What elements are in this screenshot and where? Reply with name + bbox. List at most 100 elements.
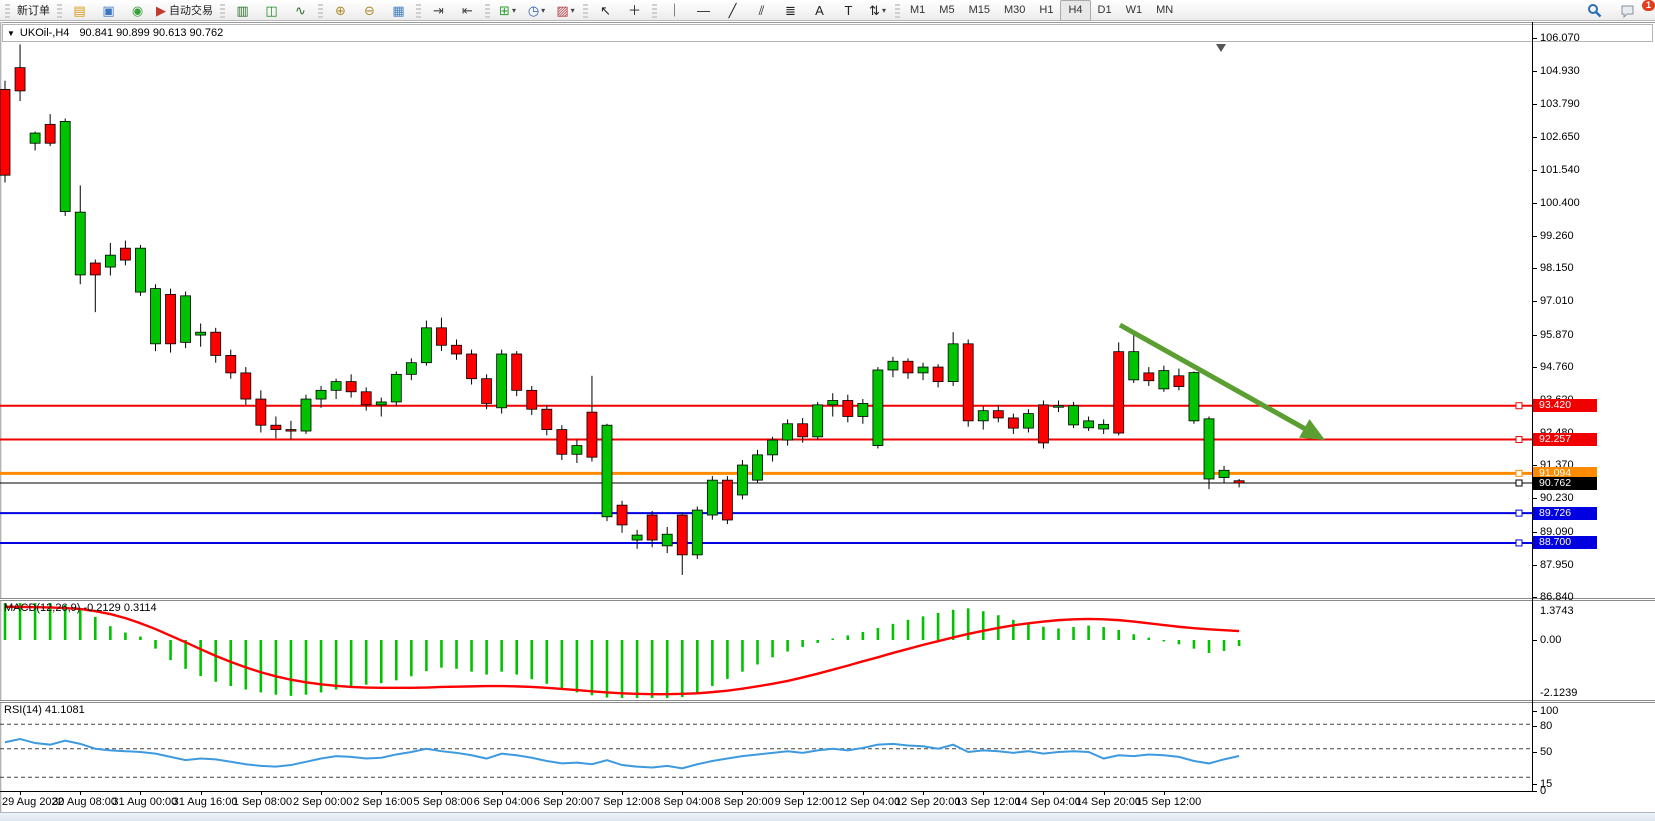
time-tick bbox=[742, 791, 744, 795]
tile-windows-button[interactable]: ▦ bbox=[384, 0, 413, 21]
time-axis-label: 7 Sep 12:00 bbox=[594, 796, 654, 808]
trendline-button[interactable]: ╱ bbox=[718, 0, 747, 21]
text-button[interactable]: A bbox=[805, 0, 834, 21]
timeframe-h4-button[interactable]: H4 bbox=[1060, 0, 1091, 21]
time-tick bbox=[622, 791, 623, 795]
timeframe-d1-button[interactable]: D1 bbox=[1097, 4, 1112, 16]
bar-chart-icon: ▥ bbox=[236, 2, 249, 18]
price-tick-label: 102.650 bbox=[1540, 131, 1580, 144]
candle-body bbox=[29, 132, 41, 144]
periods-clock-button[interactable]: ◷ ▾ bbox=[522, 0, 551, 21]
time-axis-border bbox=[0, 791, 1533, 792]
chart-symbol-bar: ▼ UKOil-,H4 90.841 90.899 90.613 90.762 bbox=[2, 24, 1653, 42]
signals-button[interactable]: ◉ bbox=[123, 0, 152, 21]
text-label-button[interactable]: T bbox=[834, 0, 863, 21]
trend-arrow-head[interactable] bbox=[1299, 419, 1325, 440]
horizontal-line-button[interactable]: — bbox=[689, 0, 718, 21]
hline-handle[interactable] bbox=[1515, 479, 1523, 487]
time-tick bbox=[200, 791, 202, 795]
auto-trading-button[interactable]: ▶ 自动交易 bbox=[152, 0, 217, 21]
candlestick-chart bbox=[0, 44, 1532, 575]
time-tick bbox=[441, 791, 443, 795]
crosshair-icon: ＋ bbox=[627, 2, 641, 18]
timeframe-w1-button[interactable]: W1 bbox=[1125, 4, 1143, 16]
zoom-out-button[interactable]: ⊖ bbox=[355, 0, 384, 21]
axis-tick bbox=[1532, 465, 1537, 467]
candle-body bbox=[541, 408, 553, 430]
channel-button[interactable]: ⫽ bbox=[747, 0, 776, 21]
timeframe-mn-button[interactable]: MN bbox=[1156, 4, 1174, 16]
candle-body bbox=[601, 424, 613, 518]
rsi-splitter[interactable] bbox=[0, 700, 1655, 703]
trend-arrow-line[interactable] bbox=[1118, 322, 1315, 436]
new-template-icon: ⊞ bbox=[499, 2, 510, 18]
candle-body bbox=[691, 509, 703, 556]
macd-splitter[interactable] bbox=[0, 598, 1655, 601]
auto-scroll-button[interactable]: ⇥ bbox=[424, 0, 453, 21]
line-chart-button[interactable]: ∿ bbox=[286, 0, 315, 21]
macd-indicator-chart bbox=[3, 603, 1241, 698]
toolbar-separator bbox=[583, 2, 588, 18]
dropdown-caret-icon[interactable]: ▾ bbox=[511, 5, 516, 15]
terminal-panel-button[interactable]: ▣ bbox=[94, 0, 123, 21]
hline-handle[interactable] bbox=[1515, 436, 1523, 444]
charts-panel-button[interactable]: ▤ bbox=[65, 0, 94, 21]
dropdown-caret-icon[interactable]: ▾ bbox=[570, 5, 575, 15]
indicators-icon: ▨ bbox=[556, 2, 569, 18]
candle-body bbox=[345, 381, 357, 393]
candle-body bbox=[511, 353, 523, 391]
time-axis-label: 6 Sep 04:00 bbox=[473, 796, 533, 808]
zoom-in-button[interactable]: ⊕ bbox=[326, 0, 355, 21]
timeframe-buttons: M1 M5 M15 M30 H1 H4 D1 W1 MN bbox=[892, 0, 1180, 21]
time-axis-label: 8 Sep 20:00 bbox=[714, 796, 774, 808]
timeframe-m1-button[interactable]: M1 bbox=[910, 4, 926, 16]
crosshair-button[interactable]: ＋ bbox=[620, 0, 649, 21]
chart-shift-marker-icon[interactable] bbox=[1216, 44, 1226, 52]
auto-scroll-icon: ⇥ bbox=[433, 2, 444, 18]
new-template-button[interactable]: ⊞ ▾ bbox=[493, 0, 522, 21]
bar-chart-button[interactable]: ▥ bbox=[228, 0, 257, 21]
rsi-axis-label: 50 bbox=[1540, 746, 1553, 758]
toolbar: 新订单 ▤ ▣ ◉ ▶ 自动交易 ▥ ◫ ∿ ⊕ ⊖ ▦ ⇥ ⇤ ⊞ ▾ ◷ ▾ ▨ ▾ ↖ ＋｜ — ╱ ⫽ ≣ A T ⇅ ▾ M1… bbox=[0, 0, 1655, 21]
search-icon[interactable] bbox=[1587, 0, 1616, 21]
hline-handle[interactable] bbox=[1515, 509, 1523, 517]
timeframe-m15-button[interactable]: M15 bbox=[968, 4, 990, 16]
vertical-line-button[interactable]: ｜ bbox=[660, 0, 689, 21]
time-tick bbox=[983, 791, 985, 795]
chart-shift-button[interactable]: ⇤ bbox=[453, 0, 482, 21]
zoom-in-icon: ⊕ bbox=[335, 2, 346, 18]
notifications-icon[interactable]: 1 bbox=[1620, 0, 1655, 21]
indicators-button[interactable]: ▨ ▾ bbox=[551, 0, 580, 21]
dropdown-caret-icon[interactable]: ▾ bbox=[541, 5, 546, 15]
timeframe-h1-button[interactable]: H1 bbox=[1039, 4, 1054, 16]
hline-handle[interactable] bbox=[1515, 402, 1523, 410]
candle-body bbox=[496, 353, 508, 409]
candle-body bbox=[782, 423, 793, 441]
cursor-button[interactable]: ↖ bbox=[591, 0, 620, 21]
timeframe-m5-button[interactable]: M5 bbox=[939, 4, 955, 16]
candle-body bbox=[872, 369, 884, 446]
new-order-button[interactable]: 新订单 bbox=[17, 5, 50, 17]
candle-body bbox=[89, 262, 101, 276]
arrows-button[interactable]: ⇅ ▾ bbox=[863, 0, 892, 21]
price-tick-label: 101.540 bbox=[1540, 163, 1580, 176]
fibonacci-button[interactable]: ≣ bbox=[776, 0, 805, 21]
candle-body bbox=[857, 403, 869, 417]
candlestick-chart-button[interactable]: ◫ bbox=[257, 0, 286, 21]
time-axis-label: 5 Sep 08:00 bbox=[413, 796, 473, 808]
candle-body bbox=[797, 423, 809, 438]
one-click-trading-toggle-icon[interactable]: ▼ bbox=[7, 28, 15, 38]
candle-body bbox=[375, 401, 387, 406]
price-tag-90.762: 90.762 bbox=[1533, 476, 1597, 490]
time-tick bbox=[381, 791, 383, 795]
hline-handle[interactable] bbox=[1515, 469, 1523, 477]
toolbar-separator bbox=[220, 2, 225, 18]
hline-handle[interactable] bbox=[1515, 539, 1523, 547]
price-tag-93.420: 93.420 bbox=[1533, 399, 1597, 413]
toolbar-separator bbox=[485, 2, 490, 18]
dropdown-caret-icon[interactable]: ▾ bbox=[881, 5, 886, 15]
candle-body bbox=[571, 445, 583, 455]
candle-body bbox=[631, 534, 643, 541]
timeframe-m30-button[interactable]: M30 bbox=[1003, 4, 1026, 16]
candle-body bbox=[947, 343, 959, 383]
